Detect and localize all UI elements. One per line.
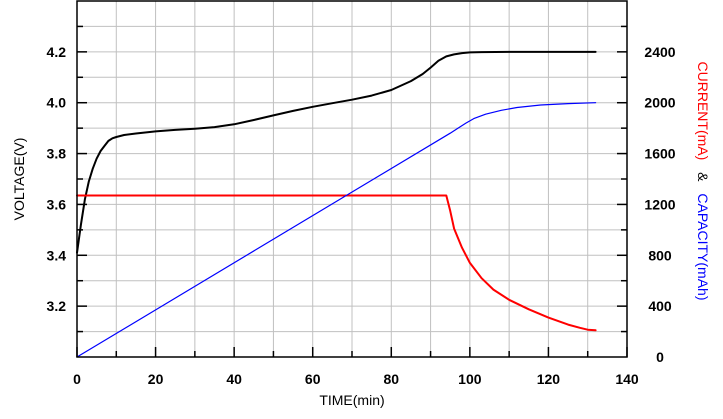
x-tick-label: 80 bbox=[383, 371, 399, 387]
x-tick-label: 60 bbox=[305, 371, 321, 387]
y2-tick-label: 2000 bbox=[644, 95, 675, 111]
x-tick-label: 100 bbox=[458, 371, 482, 387]
x-tick-label: 140 bbox=[615, 371, 639, 387]
voltage-line bbox=[76, 50, 597, 254]
x-tick-label: 20 bbox=[148, 371, 164, 387]
y-axis-label: VOLTAGE(V) bbox=[11, 138, 27, 221]
y2-label-capacity: CAPACITY(mAh) bbox=[695, 193, 711, 300]
x-tick-label: 0 bbox=[73, 371, 81, 387]
current-line bbox=[76, 194, 597, 332]
axis-ticks: 0 20 40 60 80 100 120 140 3.2 3.4 3.6 3.8 4.0 4.2 0 400… bbox=[47, 25, 676, 387]
y2-label-ampersand: & bbox=[695, 172, 711, 182]
y-tick-label: 3.6 bbox=[47, 196, 67, 212]
y2-axis-label: CURRENT(mA) & CAPACITY(mAh) bbox=[695, 62, 711, 301]
y-tick-label: 3.2 bbox=[47, 298, 67, 314]
series-lines bbox=[76, 50, 597, 358]
y2-tick-label: 1200 bbox=[644, 196, 675, 212]
capacity-line bbox=[76, 102, 597, 358]
y2-label-current: CURRENT(mA) bbox=[695, 62, 711, 161]
y-tick-label: 3.8 bbox=[47, 146, 67, 162]
grid bbox=[77, 1, 627, 357]
y2-tick-label: 400 bbox=[648, 298, 672, 314]
y2-tick-label: 1600 bbox=[644, 146, 675, 162]
x-axis-label: TIME(min) bbox=[319, 392, 384, 408]
x-tick-label: 120 bbox=[537, 371, 561, 387]
y-tick-label: 4.0 bbox=[47, 95, 67, 111]
x-tick-label: 40 bbox=[226, 371, 242, 387]
y-tick-label: 4.2 bbox=[47, 44, 67, 60]
y2-tick-label: 0 bbox=[656, 349, 664, 365]
y2-tick-label: 800 bbox=[648, 247, 672, 263]
y-tick-label: 3.4 bbox=[47, 247, 67, 263]
y2-tick-label: 2400 bbox=[644, 44, 675, 60]
